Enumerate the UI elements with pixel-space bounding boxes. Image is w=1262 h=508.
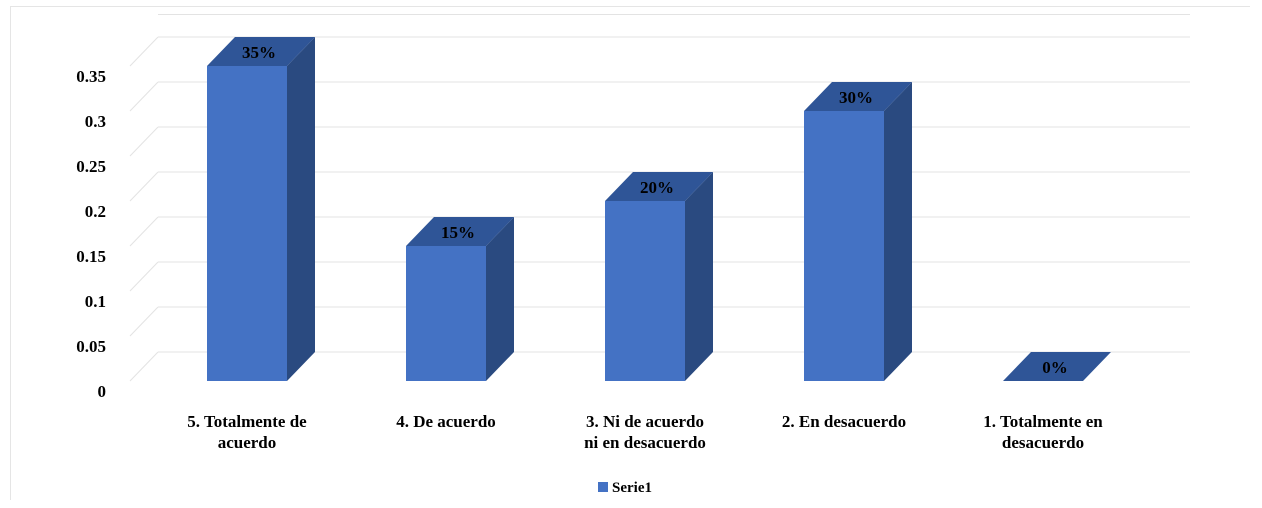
- gridline: [129, 261, 159, 292]
- bar-front: [804, 111, 884, 381]
- bar-top: [207, 37, 315, 66]
- y-tick-label: 0.35: [76, 67, 106, 86]
- gridline: [129, 81, 159, 112]
- bar-top: [406, 217, 514, 246]
- y-tick-label: 0.2: [85, 202, 106, 221]
- x-axis: 5. Totalmente de acuerdo 4. De acuerdo 3. N…: [187, 412, 1103, 452]
- x-category-label: 3. Ni de acuerdo ni en desacuerdo: [584, 412, 706, 452]
- data-label: 20%: [640, 178, 674, 197]
- bar-side: [685, 172, 713, 381]
- data-label: 35%: [242, 43, 276, 62]
- data-label: 0%: [1042, 358, 1068, 377]
- bar-front: [406, 246, 486, 381]
- bar: [605, 172, 713, 381]
- x-category-label: 1. Totalmente en desacuerdo: [983, 412, 1103, 452]
- y-tick-label: 0.3: [85, 112, 106, 131]
- x-category-label: 4. De acuerdo: [396, 412, 496, 431]
- gridline: [129, 351, 159, 382]
- y-tick-label: 0.15: [76, 247, 106, 266]
- bar: [1003, 352, 1111, 381]
- gridline: [129, 306, 159, 337]
- legend: Serie1: [598, 480, 652, 496]
- bar: [804, 82, 912, 381]
- bar-side: [884, 82, 912, 381]
- bar-front: [605, 201, 685, 381]
- x-category-label: 2. En desacuerdo: [782, 412, 906, 431]
- legend-swatch: [598, 482, 608, 492]
- data-label: 30%: [839, 88, 873, 107]
- bars: [207, 37, 1111, 381]
- y-tick-label: 0.25: [76, 157, 106, 176]
- gridline: [129, 36, 159, 67]
- data-label: 15%: [441, 223, 475, 242]
- data-labels: 35% 15% 20% 30% 0%: [242, 43, 1068, 377]
- bar-side: [486, 217, 514, 381]
- bar-top: [1003, 352, 1111, 381]
- chart-frame: [10, 6, 1250, 500]
- y-axis: 0 0.05 0.1 0.15 0.2 0.25 0.3 0.35: [76, 67, 106, 401]
- y-tick-label: 0: [98, 382, 107, 401]
- gridline: [129, 216, 159, 247]
- y-tick-label: 0.05: [76, 337, 106, 356]
- bar-side: [287, 37, 315, 381]
- bar: [406, 217, 514, 381]
- bar-front: [207, 66, 287, 381]
- bar-top: [804, 82, 912, 111]
- gridline: [129, 126, 159, 157]
- gridline: [129, 171, 159, 202]
- legend-label: Serie1: [612, 480, 652, 496]
- y-tick-label: 0.1: [85, 292, 106, 311]
- x-category-label: 5. Totalmente de acuerdo: [187, 412, 307, 452]
- bar-top: [605, 172, 713, 201]
- bar: [207, 37, 315, 381]
